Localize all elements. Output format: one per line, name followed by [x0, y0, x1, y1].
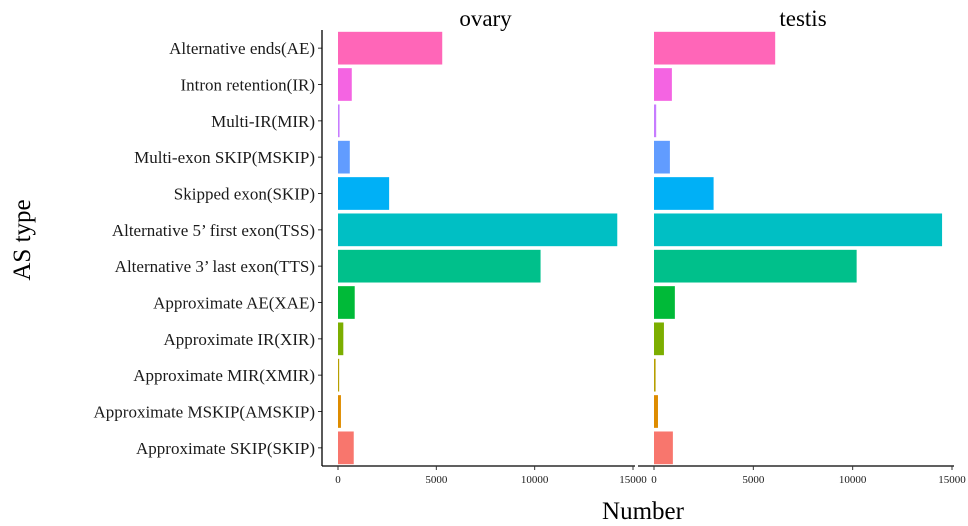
x-tick-label: 0 [335, 474, 341, 486]
x-tick-label: 5000 [742, 474, 765, 486]
x-tick-label: 0 [651, 474, 657, 486]
bar [654, 68, 672, 101]
y-tick-label: Approximate SKIP(SKIP) [136, 439, 315, 458]
bar [338, 395, 341, 428]
x-tick-label: 15000 [938, 474, 966, 486]
x-tick-label: 10000 [839, 474, 867, 486]
bar [654, 322, 664, 356]
y-axis-labels: Alternative ends(AE) Intron retention(IR)… [94, 39, 322, 458]
bar [338, 177, 390, 210]
y-tick-label: Approximate IR(XIR) [163, 330, 315, 349]
y-axis-title: AS type [9, 199, 36, 280]
bar [654, 358, 656, 392]
y-tick-label: Intron retention(IR) [180, 76, 315, 95]
y-tick-label: Alternative 5’ first exon(TSS) [112, 221, 315, 240]
bar [338, 286, 355, 319]
bar [338, 249, 541, 283]
panel-ovary: ovary 0 5000 10000 15000 [321, 6, 647, 486]
y-tick-label: Approximate MSKIP(AMSKIP) [94, 403, 315, 422]
bar [338, 104, 340, 138]
bar [338, 322, 344, 356]
bar [654, 31, 776, 65]
y-tick-label: Multi-exon SKIP(MSKIP) [134, 148, 315, 167]
facet-strip-label: testis [779, 6, 826, 31]
y-tick-label: Skipped exon(SKIP) [174, 185, 315, 204]
bar [338, 68, 352, 101]
facet-panels: ovary 0 5000 10000 15000 testis 0 5000 10000 1500… [321, 6, 966, 486]
y-tick-label: Alternative ends(AE) [169, 39, 315, 58]
bar [654, 140, 670, 174]
panel-testis: testis 0 5000 10000 15000 [638, 6, 966, 486]
bar [338, 31, 443, 65]
bar [338, 358, 340, 392]
y-tick-label: Approximate AE(XAE) [153, 294, 315, 313]
x-tick-label: 15000 [619, 474, 647, 486]
bar [654, 249, 857, 283]
y-tick-label: Approximate MIR(XMIR) [133, 366, 315, 385]
bar [654, 395, 658, 428]
bar [654, 213, 943, 247]
bar [654, 431, 673, 465]
bar [654, 177, 714, 210]
bar [338, 213, 618, 247]
x-tick-label: 10000 [521, 474, 549, 486]
x-tick-label: 5000 [425, 474, 448, 486]
facet-strip-label: ovary [459, 6, 512, 31]
x-axis-title: Number [602, 498, 685, 525]
bar [338, 140, 350, 174]
y-tick-label: Alternative 3’ last exon(TTS) [115, 257, 315, 276]
bar [338, 431, 354, 465]
y-tick-label: Multi-IR(MIR) [211, 112, 315, 131]
bar [654, 104, 657, 138]
bar [654, 286, 675, 319]
